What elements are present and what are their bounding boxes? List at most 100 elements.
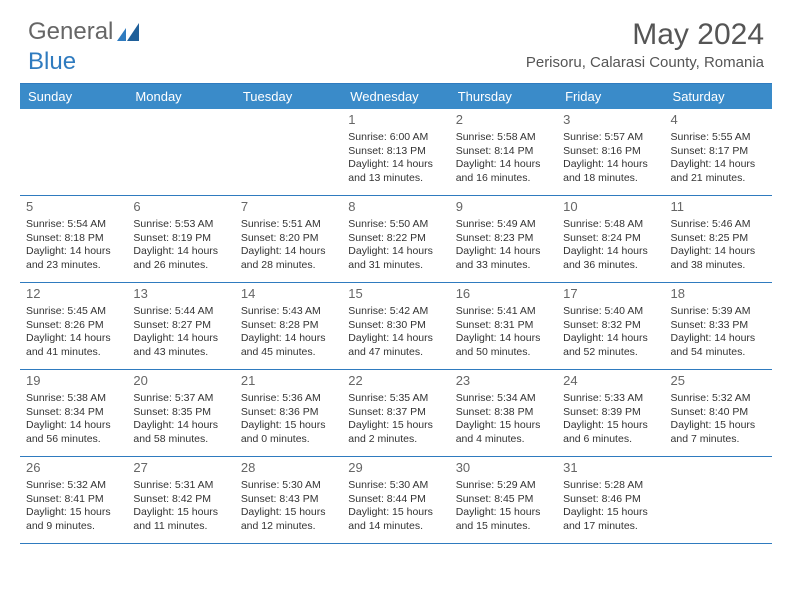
daylight-text: Daylight: 15 hours and 15 minutes. xyxy=(456,506,551,533)
sunrise-text: Sunrise: 5:37 AM xyxy=(133,392,228,406)
sunset-text: Sunset: 8:18 PM xyxy=(26,232,121,246)
sunrise-text: Sunrise: 5:53 AM xyxy=(133,218,228,232)
sunrise-text: Sunrise: 5:34 AM xyxy=(456,392,551,406)
day-number: 23 xyxy=(456,373,551,390)
sunset-text: Sunset: 8:41 PM xyxy=(26,493,121,507)
daylight-text: Daylight: 14 hours and 45 minutes. xyxy=(241,332,336,359)
calendar-body: 1Sunrise: 6:00 AMSunset: 8:13 PMDaylight… xyxy=(20,109,772,544)
day-header-cell: Friday xyxy=(557,84,664,109)
sunset-text: Sunset: 8:27 PM xyxy=(133,319,228,333)
calendar-day-cell: 16Sunrise: 5:41 AMSunset: 8:31 PMDayligh… xyxy=(450,283,557,369)
sunset-text: Sunset: 8:46 PM xyxy=(563,493,658,507)
daylight-text: Daylight: 15 hours and 0 minutes. xyxy=(241,419,336,446)
calendar-week-row: 1Sunrise: 6:00 AMSunset: 8:13 PMDaylight… xyxy=(20,109,772,196)
sunrise-text: Sunrise: 5:35 AM xyxy=(348,392,443,406)
calendar-empty-cell xyxy=(127,109,234,195)
calendar-day-cell: 13Sunrise: 5:44 AMSunset: 8:27 PMDayligh… xyxy=(127,283,234,369)
day-number: 10 xyxy=(563,199,658,216)
day-number: 26 xyxy=(26,460,121,477)
sunrise-text: Sunrise: 5:54 AM xyxy=(26,218,121,232)
day-header-row: SundayMondayTuesdayWednesdayThursdayFrid… xyxy=(20,84,772,109)
sunrise-text: Sunrise: 5:43 AM xyxy=(241,305,336,319)
sunset-text: Sunset: 8:16 PM xyxy=(563,145,658,159)
calendar-week-row: 26Sunrise: 5:32 AMSunset: 8:41 PMDayligh… xyxy=(20,457,772,544)
day-number: 15 xyxy=(348,286,443,303)
calendar-week-row: 12Sunrise: 5:45 AMSunset: 8:26 PMDayligh… xyxy=(20,283,772,370)
daylight-text: Daylight: 14 hours and 41 minutes. xyxy=(26,332,121,359)
daylight-text: Daylight: 14 hours and 36 minutes. xyxy=(563,245,658,272)
sunset-text: Sunset: 8:36 PM xyxy=(241,406,336,420)
sunrise-text: Sunrise: 5:28 AM xyxy=(563,479,658,493)
day-number: 18 xyxy=(671,286,766,303)
sunrise-text: Sunrise: 5:57 AM xyxy=(563,131,658,145)
sunset-text: Sunset: 8:25 PM xyxy=(671,232,766,246)
day-number: 25 xyxy=(671,373,766,390)
calendar-day-cell: 17Sunrise: 5:40 AMSunset: 8:32 PMDayligh… xyxy=(557,283,664,369)
sunset-text: Sunset: 8:23 PM xyxy=(456,232,551,246)
sunset-text: Sunset: 8:32 PM xyxy=(563,319,658,333)
day-number: 24 xyxy=(563,373,658,390)
daylight-text: Daylight: 14 hours and 43 minutes. xyxy=(133,332,228,359)
sunrise-text: Sunrise: 5:58 AM xyxy=(456,131,551,145)
calendar-day-cell: 27Sunrise: 5:31 AMSunset: 8:42 PMDayligh… xyxy=(127,457,234,543)
calendar-day-cell: 6Sunrise: 5:53 AMSunset: 8:19 PMDaylight… xyxy=(127,196,234,282)
sunrise-text: Sunrise: 5:38 AM xyxy=(26,392,121,406)
logo: General xyxy=(28,18,143,46)
daylight-text: Daylight: 14 hours and 33 minutes. xyxy=(456,245,551,272)
calendar-day-cell: 15Sunrise: 5:42 AMSunset: 8:30 PMDayligh… xyxy=(342,283,449,369)
daylight-text: Daylight: 14 hours and 58 minutes. xyxy=(133,419,228,446)
day-number: 1 xyxy=(348,112,443,129)
sunset-text: Sunset: 8:42 PM xyxy=(133,493,228,507)
sunset-text: Sunset: 8:44 PM xyxy=(348,493,443,507)
calendar-day-cell: 25 Sunrise: 5:32 AMSunset: 8:40 PMDayligh… xyxy=(665,370,772,456)
logo-text-general: General xyxy=(28,18,113,46)
sunset-text: Sunset: 8:20 PM xyxy=(241,232,336,246)
day-number: 5 xyxy=(26,199,121,216)
day-number: 7 xyxy=(241,199,336,216)
calendar-day-cell: 10Sunrise: 5:48 AMSunset: 8:24 PMDayligh… xyxy=(557,196,664,282)
sunrise-text: Sunrise: 5:31 AM xyxy=(133,479,228,493)
calendar-day-cell: 3Sunrise: 5:57 AMSunset: 8:16 PMDaylight… xyxy=(557,109,664,195)
calendar-day-cell: 5Sunrise: 5:54 AMSunset: 8:18 PMDaylight… xyxy=(20,196,127,282)
calendar-day-cell: 19 Sunrise: 5:38 AMSunset: 8:34 PMDayligh… xyxy=(20,370,127,456)
daylight-text: Daylight: 14 hours and 31 minutes. xyxy=(348,245,443,272)
calendar: SundayMondayTuesdayWednesdayThursdayFrid… xyxy=(20,83,772,544)
title-block: May 2024 Perisoru, Calarasi County, Roma… xyxy=(526,18,764,71)
calendar-day-cell: 30Sunrise: 5:29 AMSunset: 8:45 PMDayligh… xyxy=(450,457,557,543)
sunset-text: Sunset: 8:45 PM xyxy=(456,493,551,507)
sunrise-text: Sunrise: 5:30 AM xyxy=(348,479,443,493)
sunset-text: Sunset: 8:34 PM xyxy=(26,406,121,420)
calendar-day-cell: 7Sunrise: 5:51 AMSunset: 8:20 PMDaylight… xyxy=(235,196,342,282)
day-header-cell: Monday xyxy=(127,84,234,109)
sunrise-text: Sunrise: 5:30 AM xyxy=(241,479,336,493)
sunset-text: Sunset: 8:39 PM xyxy=(563,406,658,420)
day-number: 19 xyxy=(26,373,121,390)
daylight-text: Daylight: 15 hours and 2 minutes. xyxy=(348,419,443,446)
day-number: 21 xyxy=(241,373,336,390)
day-number: 13 xyxy=(133,286,228,303)
daylight-text: Daylight: 14 hours and 18 minutes. xyxy=(563,158,658,185)
sunset-text: Sunset: 8:24 PM xyxy=(563,232,658,246)
sunset-text: Sunset: 8:33 PM xyxy=(671,319,766,333)
daylight-text: Daylight: 14 hours and 56 minutes. xyxy=(26,419,121,446)
daylight-text: Daylight: 14 hours and 26 minutes. xyxy=(133,245,228,272)
daylight-text: Daylight: 15 hours and 17 minutes. xyxy=(563,506,658,533)
sunset-text: Sunset: 8:17 PM xyxy=(671,145,766,159)
day-number: 27 xyxy=(133,460,228,477)
daylight-text: Daylight: 15 hours and 7 minutes. xyxy=(671,419,766,446)
calendar-day-cell: 24Sunrise: 5:33 AMSunset: 8:39 PMDayligh… xyxy=(557,370,664,456)
sunrise-text: Sunrise: 6:00 AM xyxy=(348,131,443,145)
calendar-day-cell: 21Sunrise: 5:36 AMSunset: 8:36 PMDayligh… xyxy=(235,370,342,456)
sunrise-text: Sunrise: 5:33 AM xyxy=(563,392,658,406)
sunrise-text: Sunrise: 5:32 AM xyxy=(671,392,766,406)
sunset-text: Sunset: 8:35 PM xyxy=(133,406,228,420)
calendar-day-cell: 23Sunrise: 5:34 AMSunset: 8:38 PMDayligh… xyxy=(450,370,557,456)
sunrise-text: Sunrise: 5:40 AM xyxy=(563,305,658,319)
day-header-cell: Saturday xyxy=(665,84,772,109)
calendar-day-cell: 20Sunrise: 5:37 AMSunset: 8:35 PMDayligh… xyxy=(127,370,234,456)
calendar-day-cell: 9Sunrise: 5:49 AMSunset: 8:23 PMDaylight… xyxy=(450,196,557,282)
sunset-text: Sunset: 8:40 PM xyxy=(671,406,766,420)
calendar-empty-cell xyxy=(665,457,772,543)
daylight-text: Daylight: 14 hours and 38 minutes. xyxy=(671,245,766,272)
sunrise-text: Sunrise: 5:42 AM xyxy=(348,305,443,319)
